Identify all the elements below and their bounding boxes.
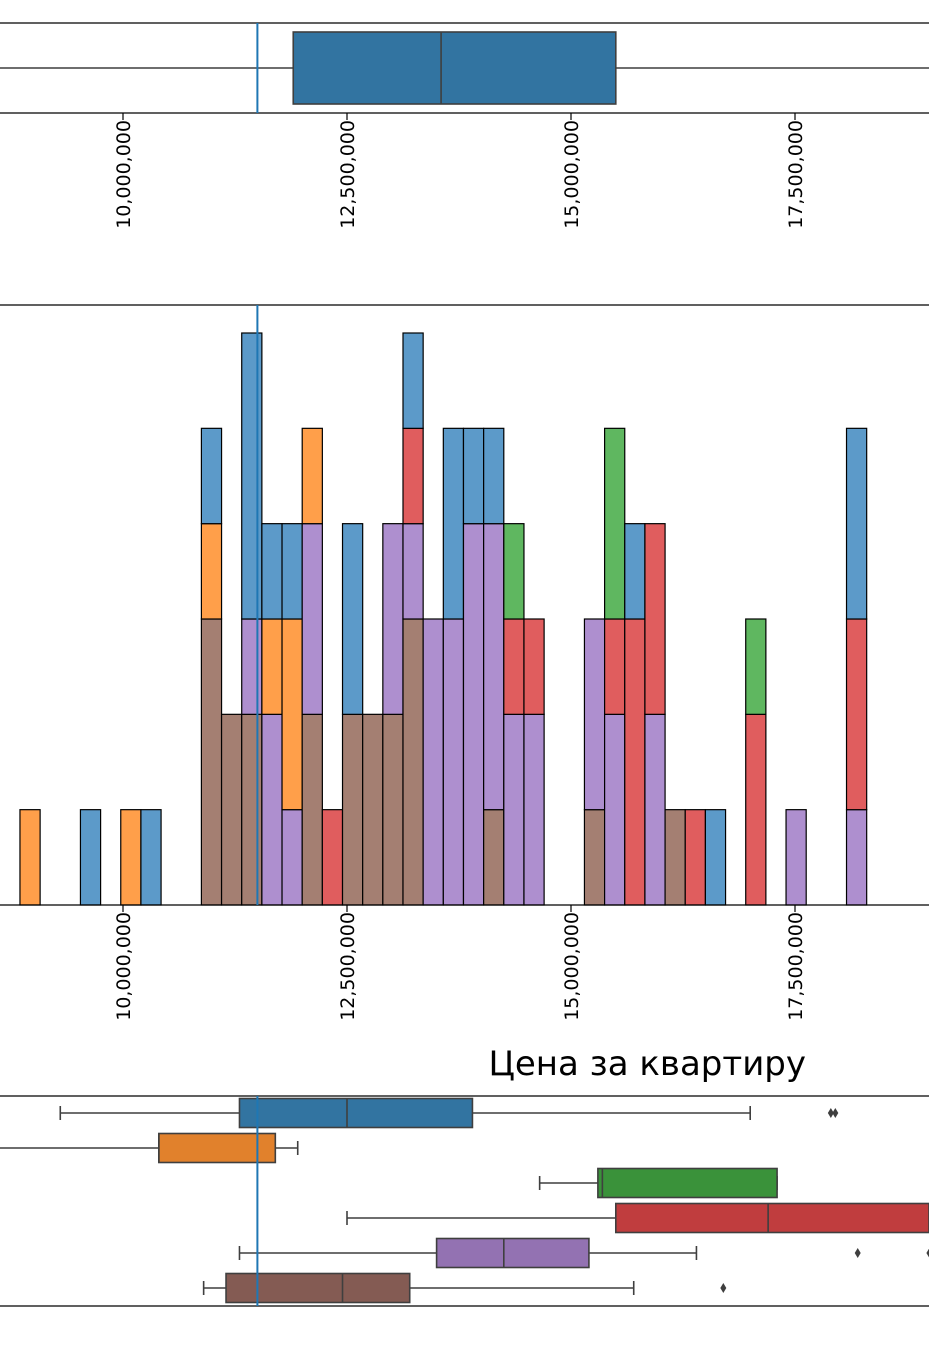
histogram-bar	[483, 523, 505, 811]
histogram-bar	[785, 809, 807, 906]
group-box-outlier	[854, 1248, 861, 1258]
grouped-box-panel	[0, 1095, 929, 1307]
histogram-bar	[382, 713, 404, 906]
histogram-bar	[402, 523, 424, 620]
histogram-bar	[583, 809, 606, 906]
histogram-bar	[624, 618, 646, 906]
histogram-bar	[483, 427, 505, 525]
group-box-body	[158, 1132, 277, 1164]
histogram-bar	[120, 809, 142, 906]
top-x-tick-label: 10,000,000	[113, 120, 135, 229]
histogram-bar	[301, 427, 323, 525]
histogram-bar	[483, 809, 505, 906]
group-box-outlier	[720, 1283, 727, 1293]
histogram-bar	[583, 618, 606, 811]
top-x-ticks: 10,000,000 12,500,000 15,000,000 17,500,000	[113, 113, 807, 229]
histogram-bar	[845, 809, 868, 906]
histogram-bar	[402, 332, 424, 429]
histogram-bar	[301, 713, 323, 906]
histogram-bar	[241, 332, 263, 620]
group-box-outlier	[832, 1108, 839, 1118]
histogram-bar	[603, 618, 626, 715]
histogram-bar	[523, 713, 545, 906]
histogram-bar	[341, 713, 364, 906]
histogram-bar	[301, 523, 323, 715]
histogram-bar	[845, 618, 868, 811]
histogram-bar	[442, 427, 465, 620]
top-box-panel: 10,000,000 12,500,000 15,000,000 17,500,000	[0, 22, 929, 229]
histogram-bar	[603, 427, 626, 620]
histogram-bar	[442, 618, 465, 906]
group-box-body	[225, 1272, 411, 1304]
hist-x-tick-label: 17,500,000	[785, 912, 807, 1021]
histogram-bar	[241, 618, 263, 715]
histogram-bar	[321, 809, 344, 906]
histogram-bar	[362, 713, 384, 906]
group-box-outlier	[827, 1108, 834, 1118]
histogram-bar	[644, 523, 666, 715]
histogram-bar	[402, 618, 424, 906]
histogram-bar	[19, 809, 41, 906]
histogram-bar	[79, 809, 102, 906]
histogram-bar	[140, 809, 162, 906]
histogram-bar	[220, 713, 243, 906]
histogram-bar	[200, 618, 223, 906]
group-box-body	[597, 1167, 778, 1199]
histogram-bar	[281, 618, 303, 811]
histogram-bar	[422, 618, 444, 906]
histogram-bar	[382, 523, 404, 715]
histogram-bar	[261, 523, 283, 620]
top-x-tick-label: 15,000,000	[561, 120, 583, 229]
histogram-panel: 10,000,000 12,500,000 15,000,000 17,500,000	[0, 304, 929, 1021]
histogram-bar	[745, 618, 767, 715]
histogram-bar	[503, 618, 525, 715]
top-x-tick-label: 17,500,000	[785, 120, 807, 229]
hist-x-tick-label: 15,000,000	[561, 912, 583, 1021]
histogram-bar	[281, 523, 303, 620]
histogram-bar	[241, 713, 263, 906]
histogram-bar	[462, 427, 485, 525]
histogram-bar	[603, 713, 626, 906]
group-box-body	[435, 1237, 590, 1269]
histogram-bar	[664, 809, 686, 906]
histogram-bar	[341, 523, 364, 715]
histogram-bar	[200, 427, 223, 525]
histogram-bar	[624, 523, 646, 620]
hist-x-tick-label: 12,500,000	[337, 912, 359, 1021]
histogram-bar	[261, 618, 283, 715]
histogram-bar	[644, 713, 666, 906]
chart-title: Цена за квартиру	[488, 1044, 806, 1084]
histogram-bar	[261, 713, 283, 906]
histogram-bar	[200, 523, 223, 620]
histogram-bar	[281, 809, 303, 906]
top-box	[0, 31, 929, 105]
histogram-bar	[745, 713, 767, 906]
histogram-bar	[704, 809, 727, 906]
group-box-body	[614, 1202, 929, 1234]
histogram-bar	[462, 523, 485, 906]
hist-x-ticks: 10,000,000 12,500,000 15,000,000 17,500,000	[113, 905, 807, 1021]
histogram-bar	[845, 427, 868, 620]
histogram-bar	[402, 427, 424, 525]
top-box-body	[292, 31, 617, 105]
hist-x-tick-label: 10,000,000	[113, 912, 135, 1021]
group-box-outlier	[926, 1248, 929, 1258]
histogram-bar	[503, 713, 525, 906]
group-boxes	[0, 1097, 929, 1304]
histogram-bar	[684, 809, 706, 906]
top-x-tick-label: 12,500,000	[337, 120, 359, 229]
group-box-body	[238, 1097, 474, 1129]
histogram-bars	[19, 332, 868, 906]
histogram-bar	[523, 618, 545, 715]
histogram-bar	[503, 523, 525, 620]
